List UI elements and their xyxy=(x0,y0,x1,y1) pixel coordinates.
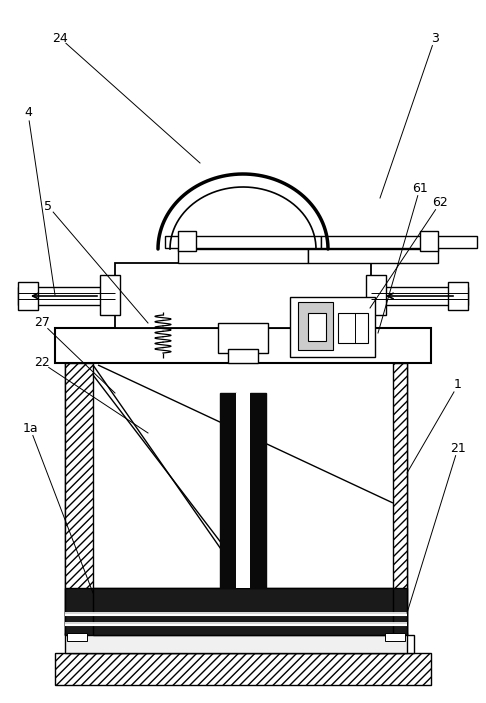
Text: 3: 3 xyxy=(431,32,439,44)
Bar xyxy=(393,363,407,635)
Bar xyxy=(18,287,115,305)
Bar xyxy=(250,393,266,588)
Bar xyxy=(218,323,268,353)
Bar xyxy=(178,231,196,251)
Bar xyxy=(55,653,431,685)
Text: 27: 27 xyxy=(34,316,50,330)
Bar xyxy=(67,633,87,641)
Bar xyxy=(338,313,368,343)
Text: 22: 22 xyxy=(34,356,50,370)
Bar xyxy=(448,282,468,310)
Bar xyxy=(93,588,393,635)
Bar xyxy=(178,249,308,263)
Text: 21: 21 xyxy=(450,441,466,455)
Bar xyxy=(65,633,407,653)
Text: 4: 4 xyxy=(24,106,32,120)
Bar xyxy=(115,263,371,328)
Bar xyxy=(165,236,321,248)
Text: 62: 62 xyxy=(432,197,448,209)
Bar xyxy=(65,363,93,635)
Bar xyxy=(321,236,477,248)
Bar xyxy=(308,249,438,263)
Text: 5: 5 xyxy=(44,200,52,212)
Bar xyxy=(93,363,393,635)
Bar xyxy=(371,287,468,305)
Bar xyxy=(228,349,258,363)
Bar xyxy=(18,282,38,310)
Bar xyxy=(72,635,414,653)
Bar xyxy=(385,633,405,641)
Bar xyxy=(93,363,393,588)
Bar xyxy=(420,231,438,251)
Bar xyxy=(100,275,120,315)
Bar xyxy=(298,302,333,350)
Text: 1: 1 xyxy=(454,378,462,392)
Bar xyxy=(55,328,431,363)
Bar xyxy=(236,393,250,588)
Text: 61: 61 xyxy=(412,181,428,195)
Text: 1a: 1a xyxy=(22,422,38,434)
Bar xyxy=(366,275,386,315)
Bar xyxy=(290,297,375,357)
Bar xyxy=(308,313,326,341)
Bar xyxy=(220,393,236,588)
Text: 24: 24 xyxy=(52,32,68,44)
Bar xyxy=(65,588,407,635)
